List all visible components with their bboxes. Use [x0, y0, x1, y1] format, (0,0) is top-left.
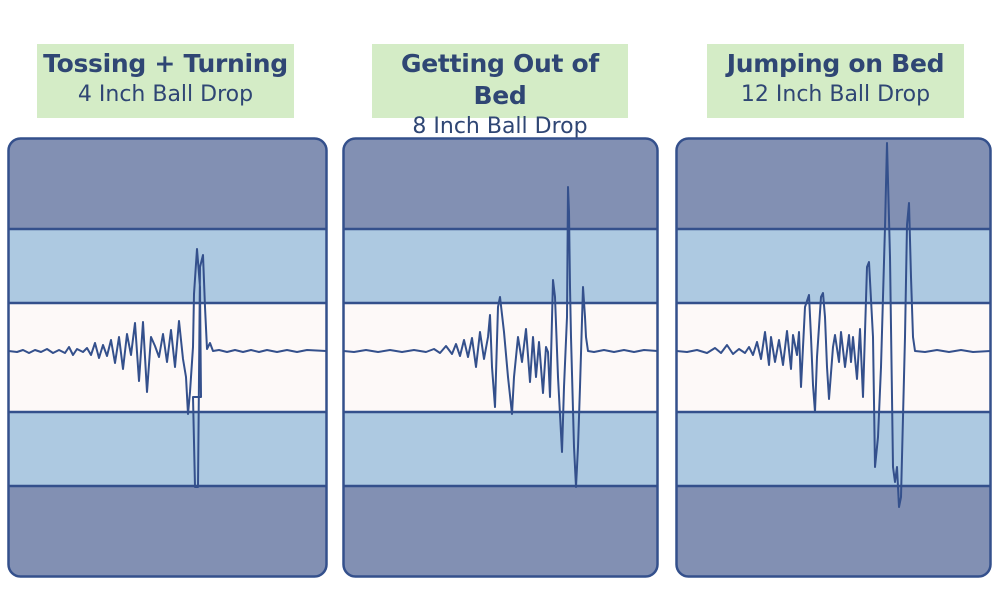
- outer-band-top: [8, 138, 327, 229]
- mid-band-bottom: [676, 412, 991, 486]
- waveform-panel-tossing-turning: [7, 137, 328, 578]
- vibration-waveform: [343, 186, 658, 488]
- mid-band-bottom: [343, 412, 658, 486]
- vibration-waveform: [676, 142, 991, 508]
- waveform-chart: [342, 137, 659, 578]
- label-title: Getting Out of Bed: [401, 49, 599, 110]
- outer-band-top: [343, 138, 658, 229]
- waveform-panel-getting-out-of-bed: [342, 137, 659, 578]
- mid-band-top: [8, 229, 327, 303]
- label-title: Tossing + Turning: [43, 49, 288, 78]
- outer-band-bottom: [343, 486, 658, 577]
- panel-border: [675, 137, 992, 578]
- label-tossing-turning: Tossing + Turning 4 Inch Ball Drop: [37, 44, 294, 118]
- label-subtitle: 4 Inch Ball Drop: [77, 82, 254, 107]
- panel-border: [342, 137, 659, 578]
- label-subtitle: 8 Inch Ball Drop: [412, 114, 588, 139]
- mid-band-top: [343, 229, 658, 303]
- waveform-chart: [675, 137, 992, 578]
- waveform-chart: [7, 137, 328, 578]
- panel-border: [7, 137, 328, 578]
- label-jumping-on-bed: Jumping on Bed 12 Inch Ball Drop: [707, 44, 964, 118]
- center-band: [676, 303, 991, 412]
- label-title: Jumping on Bed: [726, 49, 945, 78]
- label-getting-out-of-bed: Getting Out of Bed 8 Inch Ball Drop: [372, 44, 628, 139]
- outer-band-bottom: [676, 486, 991, 577]
- mid-band-bottom: [8, 412, 327, 486]
- outer-band-top: [676, 138, 991, 229]
- waveform-panel-jumping-on-bed: [675, 137, 992, 578]
- label-subtitle: 12 Inch Ball Drop: [740, 82, 931, 107]
- mid-band-top: [676, 229, 991, 303]
- center-band: [343, 303, 658, 412]
- outer-band-bottom: [8, 486, 327, 577]
- vibration-waveform: [8, 248, 327, 488]
